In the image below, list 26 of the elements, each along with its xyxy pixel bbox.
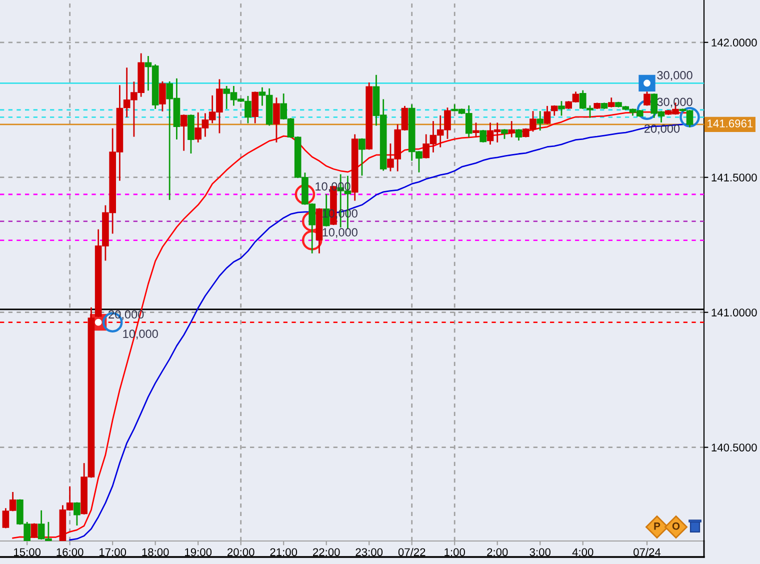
- ref-line-label: 141.6961: [708, 120, 753, 128]
- x-tick-label: 19:00: [185, 548, 212, 556]
- annotation: 10,000: [322, 228, 358, 238]
- x-tick-label: 21:00: [270, 548, 298, 556]
- annotation: 30,000: [657, 71, 692, 81]
- x-tick-label: 17:00: [100, 548, 126, 556]
- x-tick-label: 1:00: [444, 548, 465, 556]
- x-tick-label: 22:00: [313, 548, 340, 556]
- x-tick-label: 20:00: [228, 548, 254, 556]
- y-tick-label: 140.5000: [712, 444, 757, 452]
- x-tick-label: 3:00: [530, 548, 550, 556]
- x-tick-label: 4:00: [572, 548, 594, 556]
- x-tick-label: 07/22: [398, 548, 426, 556]
- x-tick-label: 15:00: [14, 548, 41, 556]
- x-tick-label: 2:00: [487, 548, 508, 556]
- x-tick-label: 18:00: [142, 548, 169, 556]
- annotation: 20,000: [644, 124, 680, 134]
- annotation: O: [672, 522, 680, 530]
- annotation: P: [654, 522, 660, 530]
- x-tick-label: 07/24: [634, 548, 661, 556]
- y-tick-label: 142.0000: [712, 38, 757, 47]
- x-tick-label: 16:00: [56, 548, 84, 556]
- annotation: 10,000: [322, 209, 358, 219]
- y-tick-label: 141.0000: [712, 308, 757, 316]
- x-tick-label: 23:00: [356, 548, 383, 556]
- y-tick-label: 141.5000: [712, 174, 757, 182]
